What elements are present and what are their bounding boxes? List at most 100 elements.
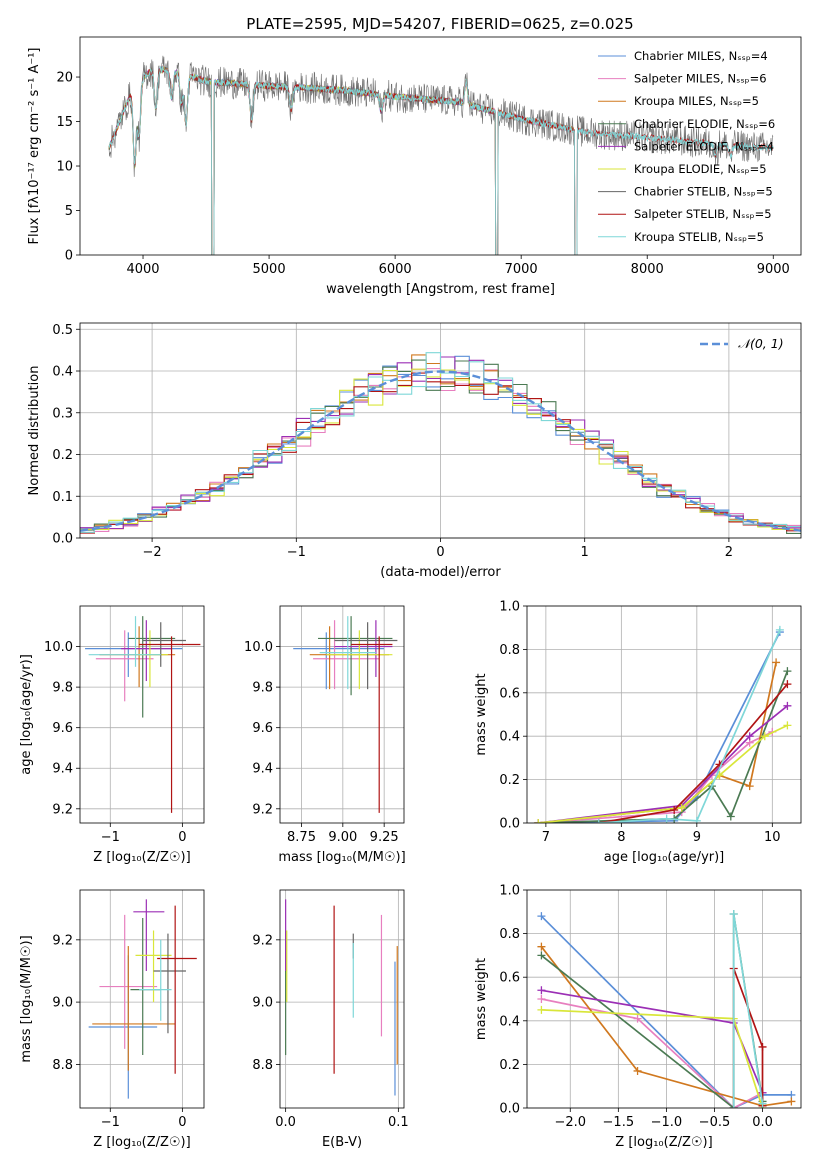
spectrum-legend: Chabrier MILES, Nₛₛₚ=4 Salpeter MILES, Nₛ… [598, 49, 775, 244]
weight_vs_Z-frame [526, 889, 802, 1109]
x-tick-label: 9000 [757, 262, 790, 277]
weight-line [732, 913, 764, 1108]
weight-line [538, 631, 781, 823]
x-tick-label: 4000 [126, 262, 159, 277]
y-tick-label: 0.0 [52, 532, 73, 547]
weight-marker [745, 782, 754, 791]
x-tick-label: 0 [436, 545, 444, 560]
weight-marker [677, 803, 686, 812]
weight-marker [783, 667, 792, 676]
x-tick-label: 1 [581, 545, 589, 560]
weight-marker [670, 805, 679, 814]
y-tick-label: 0.4 [52, 365, 73, 380]
x-tick-label: 9.25 [370, 830, 399, 845]
mass_vs_EBV-axes: 0.0 0.1 8.8 9.0 9.2 E(B-V) [252, 889, 409, 1150]
x-axis-label: Z [log₁₀(Z/Z☉)] [93, 1135, 190, 1150]
mass_vs_EBV-plot-area [285, 899, 398, 1096]
weight_vs_Z-axes: −2.0 −1.5 −1.0 −0.5 0.0 0.0 0.2 0.4 0.6 0.8 1.0 Z [… [474, 884, 802, 1150]
y-tick-label: 10.0 [44, 640, 73, 655]
y-tick-label: 9.0 [252, 996, 273, 1011]
x-tick-label: 0.0 [752, 1115, 773, 1130]
y-tick-label: 9.6 [52, 721, 73, 736]
weight-line [540, 946, 792, 1107]
y-tick-label: 0.5 [52, 323, 73, 338]
y-tick-label: 9.8 [52, 681, 73, 696]
x-tick-label: 5000 [253, 262, 286, 277]
x-tick-label: 6000 [379, 262, 412, 277]
x-tick-label: 10 [764, 830, 781, 845]
spectrum-axes: 4000 5000 6000 7000 8000 9000 0 5 10 15 20 waveleng… [27, 36, 802, 297]
weight-marker [783, 701, 792, 710]
weight-marker [775, 625, 784, 634]
weight-marker [772, 658, 781, 667]
weight-marker [726, 812, 735, 821]
age_vs_Z-plot-area [85, 616, 201, 813]
x-tick-label: −1 [101, 1115, 120, 1130]
x-tick-label: −1 [101, 830, 120, 845]
y-tick-label: 0 [65, 249, 73, 264]
y-axis-label: Flux [fλ10⁻¹⁷ erg cm⁻² s⁻¹ A⁻¹] [27, 48, 42, 245]
weight-marker [729, 1104, 738, 1108]
y-tick-label: 9.6 [252, 721, 273, 736]
y-tick-label: 0.2 [499, 773, 520, 788]
y-tick-label: 0.1 [52, 490, 73, 505]
x-tick-label: 7 [542, 830, 550, 845]
x-tick-label: −1.0 [651, 1115, 683, 1130]
x-axis-label: age [log₁₀(age/yr)] [604, 850, 725, 865]
y-tick-label: 0.0 [499, 817, 520, 832]
y-axis-label: Normed distribution [27, 366, 42, 496]
y-tick-label: 9.2 [52, 933, 73, 948]
weight_vs_age-plot-area [534, 625, 792, 823]
y-tick-label: 9.4 [52, 762, 73, 777]
y-tick-label: 15 [56, 115, 73, 130]
legend-label: Salpeter MILES, Nₛₛₚ=6 [634, 72, 767, 86]
weight-marker [758, 1042, 767, 1051]
y-axis-label: age [log₁₀(age/yr)] [19, 654, 34, 775]
legend-label: Chabrier ELODIE, Nₛₛₚ=6 [634, 117, 775, 131]
x-tick-label: 0.1 [388, 1115, 409, 1130]
y-axis-label: mass weight [474, 673, 489, 755]
age_vs_mass-axes: 8.75 9.00 9.25 9.2 9.4 9.6 9.8 10.0 mass [log₁₀(… [244, 605, 406, 865]
y-tick-label: 0.8 [499, 927, 520, 942]
weight-marker [783, 680, 792, 689]
weight-marker [633, 1066, 642, 1075]
y-tick-label: 10 [56, 160, 73, 175]
x-axis-label: (data-model)/error [380, 565, 501, 580]
mass_vs_Z-plot-area [88, 899, 197, 1099]
age_vs_Z-axes: −1 0 9.2 9.4 9.6 9.8 10.0 Z [log₁₀(Z/Z☉)] age [l… [19, 605, 205, 865]
weight-marker [537, 912, 546, 921]
spectrum-line [108, 66, 576, 255]
x-axis-label: Z [log₁₀(Z/Z☉)] [615, 1135, 712, 1150]
x-tick-label: 9.00 [328, 830, 357, 845]
weight-line [538, 670, 789, 823]
weight-marker [633, 1014, 642, 1023]
weight-marker [760, 732, 769, 741]
weight-marker [537, 986, 546, 995]
histogram-step [80, 352, 801, 533]
y-tick-label: 5 [65, 204, 73, 219]
weight-marker [537, 942, 546, 951]
y-tick-label: 0.6 [499, 686, 520, 701]
y-tick-label: 1.0 [499, 884, 520, 899]
x-tick-label: 8 [617, 830, 625, 845]
spectrum-line [108, 65, 576, 255]
age_vs_mass-plot-area [293, 616, 398, 813]
weight-marker [729, 909, 738, 918]
x-tick-label: 0 [178, 830, 186, 845]
x-tick-label: −1.5 [603, 1115, 635, 1130]
weight-line [598, 629, 781, 823]
weight-line [598, 683, 789, 823]
weight-line [732, 968, 764, 1108]
gaussian-curve [80, 370, 801, 532]
x-tick-label: 9 [693, 830, 701, 845]
plot-layer: 4000 5000 6000 7000 8000 900005101520waveleng… [19, 36, 802, 1150]
mass_vs_EBV-frame [279, 889, 405, 1109]
mass_vs_Z-axes: −1 0 8.8 9.0 9.2 Z [log₁₀(Z/Z☉)] mass [log₁₀(M… [19, 889, 205, 1150]
weight-marker [537, 995, 546, 1003]
weight-marker [783, 721, 792, 730]
x-tick-label: 2 [725, 545, 733, 560]
mass_vs_Z-frame [79, 889, 205, 1109]
age_vs_Z-frame [79, 605, 205, 824]
y-tick-label: 9.2 [252, 933, 273, 948]
